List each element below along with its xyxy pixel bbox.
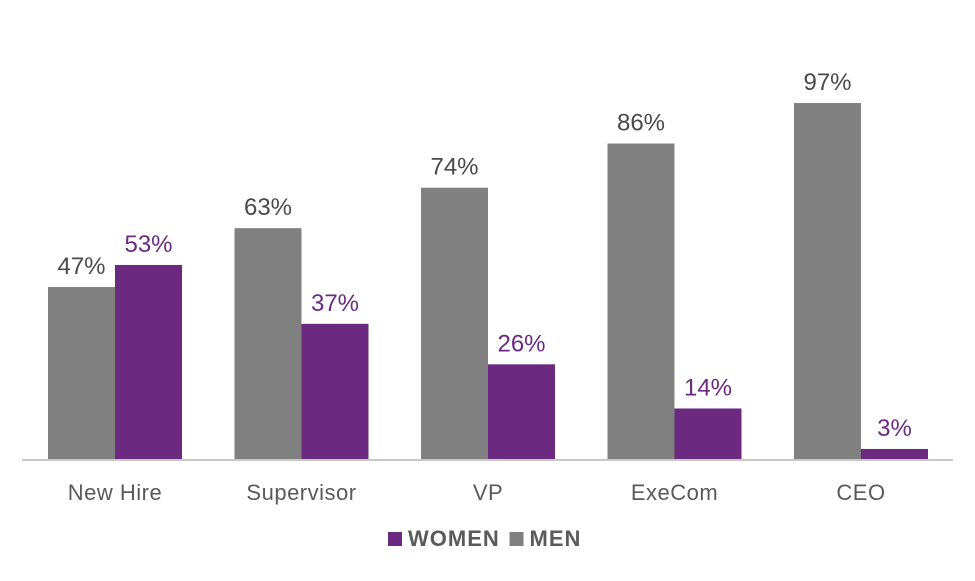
x-tick-label-execom: ExeCom [631, 480, 718, 505]
legend-swatch-men [509, 532, 524, 546]
bar-men-execom [607, 143, 675, 460]
bar-men-ceo [794, 103, 861, 460]
legend: WOMEN MEN [388, 526, 582, 551]
value-label-men-execom: 86% [617, 110, 665, 137]
value-label-men-new-hire: 47% [57, 253, 105, 280]
bar-men-vp [421, 187, 488, 460]
value-label-women-new-hire: 53% [124, 231, 172, 258]
value-label-men-ceo: 97% [803, 69, 851, 96]
x-tick-label-vp: VP [473, 480, 503, 505]
value-label-women-vp: 26% [497, 330, 545, 357]
value-label-women-supervisor: 37% [311, 290, 359, 317]
value-label-women-ceo: 3% [877, 415, 912, 442]
bar-women-ceo [861, 448, 928, 460]
legend-label-women: WOMEN [408, 526, 500, 551]
legend-label-men: MEN [530, 526, 582, 551]
value-label-men-supervisor: 63% [244, 194, 292, 221]
x-tick-label-ceo: CEO [836, 480, 885, 505]
legend-swatch-women [388, 532, 402, 546]
bar-men-supervisor [234, 228, 302, 460]
value-labels-layer: 47% 53% 63% 37% 74% 26% 86% 14% 97% 3% [57, 69, 911, 442]
x-tick-labels: New Hire Supervisor VP ExeCom CEO [68, 480, 885, 505]
bars-layer [48, 103, 928, 460]
bar-men-new-hire [48, 287, 115, 460]
bar-women-new-hire [115, 264, 182, 460]
value-label-women-execom: 14% [684, 374, 732, 401]
x-tick-label-new-hire: New Hire [68, 480, 162, 505]
bar-women-execom [674, 408, 742, 460]
x-tick-label-supervisor: Supervisor [246, 480, 356, 505]
bar-women-supervisor [301, 323, 369, 460]
bar-women-vp [488, 364, 555, 460]
value-label-men-vp: 74% [430, 154, 478, 181]
